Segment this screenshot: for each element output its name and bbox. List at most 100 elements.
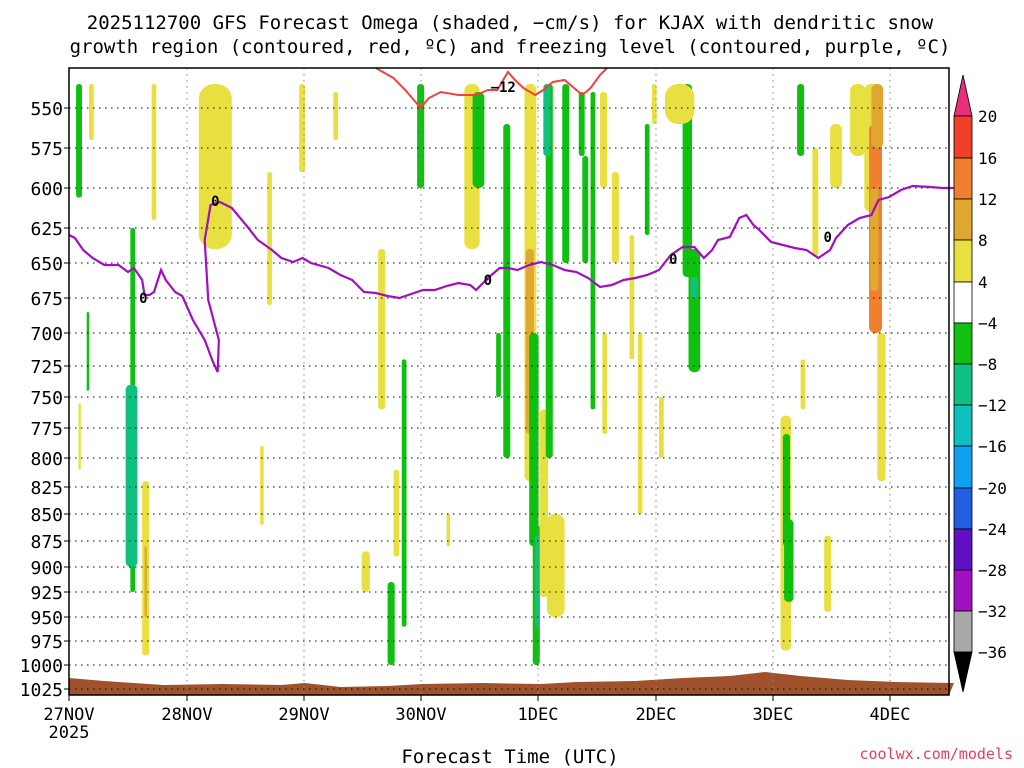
omega-cell	[782, 434, 790, 547]
omega-cell	[637, 333, 643, 514]
colorbar-label: −16	[978, 437, 1007, 456]
omega-cell	[602, 333, 608, 434]
omega-cell	[472, 92, 485, 188]
omega-cell	[659, 397, 664, 458]
colorbar-band	[953, 445, 973, 489]
colorbar: 20 16 12 8 4 −4 −8 −12 −16 −20 −24 −28 −32 −36	[953, 74, 1007, 693]
x-tick-label: 1DEC	[518, 705, 559, 725]
y-tick-label: 975	[30, 632, 63, 653]
omega-cell	[125, 384, 138, 567]
x-tick-label: 30NOV	[395, 705, 446, 725]
omega-cell	[299, 84, 305, 172]
colorbar-band	[953, 363, 973, 406]
y-tick-label: 600	[30, 179, 63, 200]
colorbar-band	[953, 322, 973, 365]
omega-cell	[651, 84, 657, 124]
omega-cell	[797, 84, 805, 156]
colorbar-cap-top	[953, 74, 973, 117]
y-tick-label: 675	[30, 289, 63, 310]
omega-cell	[590, 92, 596, 410]
omega-cell	[333, 92, 339, 140]
omega-cell	[267, 172, 272, 305]
colorbar-band	[953, 157, 973, 200]
colorbar-label: −24	[978, 520, 1007, 539]
colorbar-band	[953, 281, 973, 324]
omega-cell	[830, 124, 842, 188]
footer-credit: coolwx.com/models	[859, 745, 1013, 763]
colorbar-label: −8	[978, 355, 997, 374]
colorbar-band	[953, 115, 973, 159]
y-tick-label: 850	[30, 505, 63, 526]
omega-cell	[529, 333, 539, 547]
omega-cell	[546, 514, 565, 617]
omega-cell	[824, 535, 832, 612]
x-tick-label: 2DEC	[636, 705, 677, 725]
omega-cell	[361, 551, 370, 592]
grid-lines	[69, 68, 949, 695]
y-tick-label: 575	[30, 139, 63, 160]
colorbar-band	[953, 487, 973, 530]
omega-cell	[401, 359, 407, 627]
omega-cell	[850, 84, 866, 156]
colorbar-label: 4	[978, 273, 988, 292]
colorbar-band	[953, 610, 973, 653]
omega-cell	[378, 249, 386, 410]
omega-cell	[503, 124, 511, 458]
omega-cell	[417, 84, 425, 188]
dgz-label: −12	[491, 80, 516, 96]
y-tick-label: 825	[30, 478, 63, 499]
y-tick-label: 625	[30, 219, 63, 240]
freezing-level-label: 0	[139, 291, 147, 307]
y-tick-label: 900	[30, 558, 63, 579]
terrain-polygon	[69, 672, 954, 695]
omega-cell	[688, 249, 701, 373]
colorbar-band	[953, 198, 973, 241]
omega-cell	[86, 312, 90, 391]
omega-cell	[582, 156, 589, 263]
contour-lines: 0 0 0 0 0 −12	[68, 67, 954, 373]
y-tick-label: 725	[30, 357, 63, 378]
y-tick-label: 775	[30, 419, 63, 440]
y-axis: 550 575 600 625 650 675 700 725 750 775 800 825 850 8…	[20, 99, 69, 701]
omega-cell	[198, 84, 232, 249]
freezing-level-label: 0	[211, 194, 219, 210]
omega-cell	[629, 235, 635, 360]
colorbar-label: −32	[978, 602, 1007, 621]
omega-cell	[784, 519, 794, 602]
omega-cell	[578, 92, 585, 156]
chart-title-line-1: 2025112700 GFS Forecast Omega (shaded, −…	[87, 12, 934, 34]
omega-cell	[877, 333, 886, 482]
omega-cell	[89, 84, 94, 140]
x-tick-label: 3DEC	[753, 705, 794, 725]
freezing-level-label: 0	[824, 230, 832, 246]
omega-cell	[387, 582, 395, 665]
colorbar-label: −4	[978, 314, 997, 333]
omega-cell	[393, 469, 400, 557]
omega-cell	[76, 84, 82, 198]
dgz-contour	[375, 67, 608, 110]
x-tick-label: 27NOV	[43, 705, 94, 725]
y-tick-label: 550	[30, 99, 63, 120]
omega-cell	[812, 148, 819, 256]
colorbar-band	[953, 569, 973, 612]
omega-cell	[611, 172, 619, 263]
colorbar-band	[953, 528, 973, 571]
colorbar-label: 16	[978, 149, 997, 168]
omega-cell	[562, 84, 570, 263]
omega-shading	[76, 84, 886, 665]
y-tick-label: 800	[30, 449, 63, 470]
colorbar-label: −12	[978, 396, 1007, 415]
colorbar-label: −20	[978, 479, 1007, 498]
x-axis-year: 2025	[49, 723, 90, 743]
y-tick-label: 925	[30, 583, 63, 604]
omega-cell	[644, 124, 650, 235]
omega-cell	[78, 403, 81, 470]
chart-title-line-2: growth region (contoured, red, ºC) and f…	[70, 36, 951, 58]
x-axis-title: Forecast Time (UTC)	[401, 746, 618, 768]
omega-cell	[545, 84, 553, 458]
omega-cell	[690, 277, 698, 298]
y-tick-label: 650	[30, 254, 63, 275]
omega-cell	[144, 546, 147, 617]
omega-cell	[543, 84, 551, 156]
